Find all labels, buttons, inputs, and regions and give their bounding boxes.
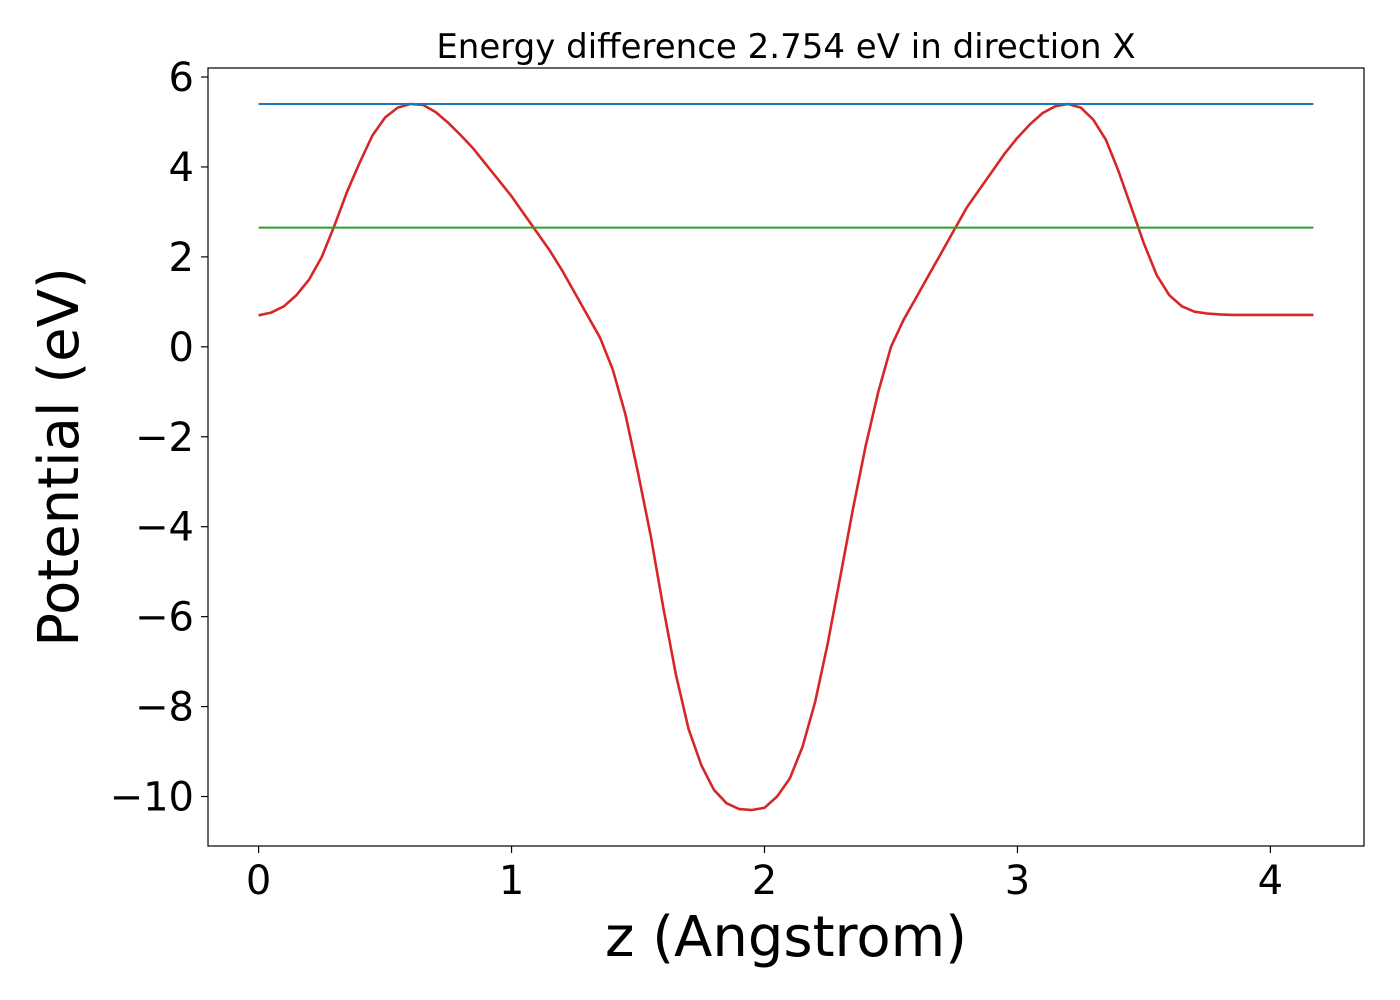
y-tick-label: −6 [135,595,194,641]
y-tick-label: 2 [169,235,194,281]
x-tick-label: 2 [752,858,777,904]
y-tick-label: −2 [135,415,194,461]
plot-frame [207,67,1365,847]
x-tick-label: 3 [1005,858,1030,904]
potential-curve [258,102,1314,812]
y-tick-label: −8 [135,685,194,731]
x-axis-ticks: 0 1 2 3 4 [246,846,1283,904]
x-tick-label: 0 [246,858,271,904]
y-tick-label: 0 [169,325,194,371]
chart-title: Energy difference 2.754 eV in direction … [436,27,1135,67]
y-axis-label: Potential (eV) [27,267,92,647]
y-axis-ticks: −10 −8 −6 −4 −2 0 2 4 6 [110,55,208,821]
x-tick-label: 4 [1258,858,1283,904]
y-tick-label: −10 [110,775,194,821]
y-tick-label: 6 [169,55,194,101]
series-layer [258,102,1314,812]
y-tick-label: 4 [169,145,194,191]
x-axis-label: z (Angstrom) [605,905,967,970]
x-tick-label: 1 [499,858,524,904]
y-tick-label: −4 [135,505,194,551]
